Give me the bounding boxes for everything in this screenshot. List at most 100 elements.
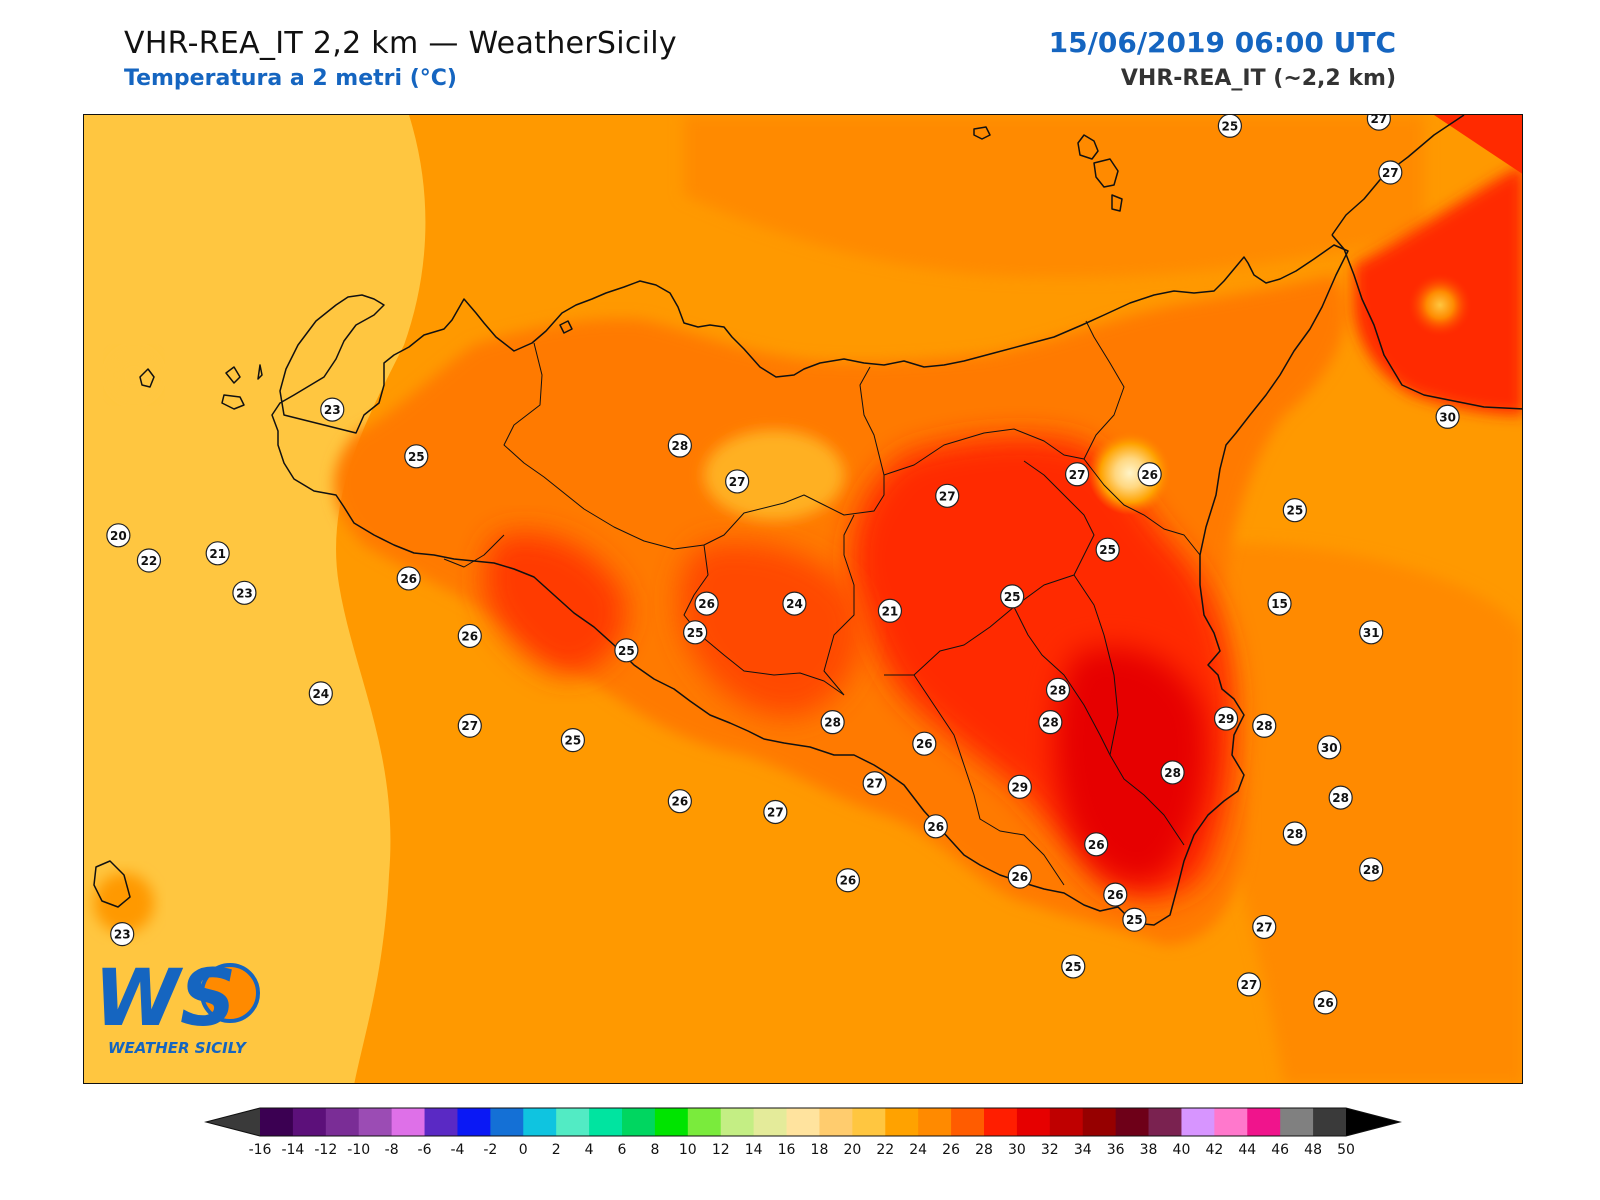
temperature-map[interactable]: 25 27 27 23 25 28 27 27 27 26 25 30 20 21 22 26 26 25 25 31… (83, 114, 1523, 1084)
station-value: 27 (939, 489, 956, 503)
station-value: 27 (767, 805, 784, 819)
station-marker: 26 (667, 789, 692, 814)
colorbar-swatch (819, 1108, 853, 1136)
colorbar-swatch (951, 1108, 985, 1136)
map-subtitle: Temperatura a 2 metri (°C) (124, 66, 457, 91)
colorbar-tick-label: 26 (942, 1142, 960, 1158)
station-value: 30 (1439, 410, 1456, 424)
station-value: 28 (824, 716, 841, 730)
colorbar-swatch (720, 1108, 755, 1136)
station-value: 26 (1141, 468, 1158, 482)
station-value: 28 (1286, 827, 1303, 841)
station-marker: 26 (1103, 882, 1128, 907)
colorbar-tick-label: 38 (1140, 1142, 1158, 1158)
station-marker: 30 (1435, 404, 1460, 429)
station-value: 15 (1271, 597, 1288, 611)
colorbar-tick-label: 46 (1271, 1142, 1289, 1158)
colorbar-tick-label: 34 (1074, 1142, 1092, 1158)
station-marker: 25 (404, 444, 429, 469)
station-value: 26 (916, 737, 933, 751)
station-marker: 26 (1007, 864, 1032, 889)
station-marker: 27 (1252, 914, 1277, 940)
station-value: 26 (840, 874, 857, 888)
station-value: 21 (882, 604, 899, 618)
colorbar-tick-label: 8 (650, 1142, 659, 1158)
station-value: 25 (408, 450, 425, 464)
station-value: 28 (1256, 719, 1273, 733)
station-marker: 25 (1217, 115, 1242, 138)
colorbar-swatch (523, 1108, 557, 1136)
colorbar-swatch (325, 1108, 360, 1136)
logo-letters: WS (94, 954, 236, 1044)
colorbar-swatch (1247, 1108, 1281, 1136)
colorbar-swatch (885, 1108, 919, 1136)
station-marker: 20 (106, 523, 131, 548)
colorbar-tick-label: -16 (249, 1142, 272, 1158)
station-value: 28 (1042, 716, 1059, 730)
station-marker: 26 (912, 731, 937, 756)
station-value: 27 (1382, 166, 1399, 180)
colorbar-tick-label: 24 (909, 1142, 927, 1158)
station-value: 27 (1256, 920, 1273, 934)
station-marker: 28 (1160, 760, 1185, 785)
station-marker: 21 (877, 598, 903, 623)
station-value: 24 (786, 597, 803, 611)
colorbar-swatch (260, 1108, 294, 1136)
station-value: 26 (400, 572, 417, 586)
colorbar-tick-label: -6 (418, 1142, 432, 1158)
station-marker: 24 (308, 681, 333, 706)
station-marker: 27 (1366, 115, 1391, 131)
station-value: 26 (1088, 838, 1105, 852)
colorbar-tick-label: 20 (843, 1142, 861, 1158)
colorbar-swatch (654, 1108, 689, 1136)
colorbar-tick-label: 10 (679, 1142, 697, 1158)
logo-caption: WEATHER SICILY (108, 1039, 248, 1057)
station-marker: 25 (1095, 537, 1120, 562)
station-marker: 23 (110, 922, 135, 947)
station-value: 21 (209, 547, 226, 561)
station-value: 27 (1069, 468, 1086, 482)
colorbar-tick-label: 6 (618, 1142, 627, 1158)
station-value: 23 (114, 928, 131, 942)
colorbar-over-arrow (1346, 1108, 1400, 1136)
station-value: 29 (1218, 712, 1235, 726)
station-marker: 31 (1359, 620, 1384, 645)
station-marker: 26 (457, 623, 482, 649)
station-marker: 25 (683, 620, 708, 645)
station-marker: 28 (820, 710, 845, 735)
station-marker: 25 (560, 728, 586, 753)
colorbar-swatch (753, 1108, 788, 1136)
valid-datetime: 15/06/2019 06:00 UTC (1048, 26, 1396, 59)
station-marker: 28 (1328, 785, 1353, 810)
colorbar-tick-label: 16 (778, 1142, 796, 1158)
station-value: 31 (1363, 626, 1380, 640)
colorbar-tick-label: 44 (1238, 1142, 1256, 1158)
colorbar-under-arrow (206, 1108, 260, 1136)
station-marker: 24 (782, 591, 807, 616)
station-marker: 26 (1137, 462, 1162, 487)
station-value: 25 (1222, 119, 1239, 133)
colorbar-swatch (1280, 1108, 1314, 1136)
station-value: 26 (1011, 870, 1028, 884)
station-value: 28 (1050, 683, 1067, 697)
colorbar-tick-label: 12 (712, 1142, 730, 1158)
colorbar-tick-label: -14 (281, 1142, 304, 1158)
station-marker: 27 (725, 469, 750, 494)
station-marker: 25 (1061, 954, 1086, 979)
station-value: 25 (1065, 960, 1082, 974)
station-marker: 25 (1122, 907, 1147, 932)
station-value: 26 (672, 795, 689, 809)
station-value: 25 (687, 626, 704, 640)
colorbar-swatch (1082, 1108, 1117, 1136)
station-marker: 27 (1065, 462, 1090, 487)
colorbar-tick-label: 48 (1304, 1142, 1322, 1158)
station-marker: 25 (1000, 584, 1025, 609)
colorbar-swatch (1313, 1108, 1347, 1136)
station-marker: 28 (667, 433, 692, 458)
station-value: 28 (1164, 766, 1181, 780)
station-value: 24 (312, 687, 329, 701)
admin-borders (443, 320, 1201, 886)
colorbar-tick-label: 4 (585, 1142, 594, 1158)
station-marker: 22 (136, 548, 162, 573)
